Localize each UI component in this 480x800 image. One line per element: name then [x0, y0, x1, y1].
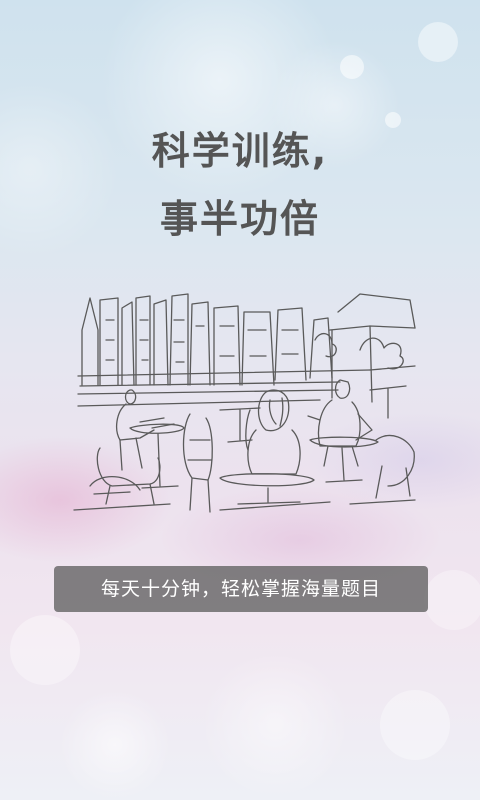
bokeh-light: [60, 690, 170, 800]
bokeh-light: [340, 55, 364, 79]
tagline-banner: 每天十分钟，轻松掌握海量题目: [54, 566, 428, 612]
headline-line-1: 科学训练,: [151, 129, 329, 173]
bokeh-light: [10, 615, 80, 685]
bokeh-light: [418, 22, 458, 62]
cafe-sketch-illustration: [73, 293, 416, 513]
headline-line-2: 事半功倍: [159, 197, 320, 241]
bokeh-light: [200, 650, 350, 800]
bokeh-light: [424, 570, 480, 630]
bokeh-light: [380, 690, 450, 760]
